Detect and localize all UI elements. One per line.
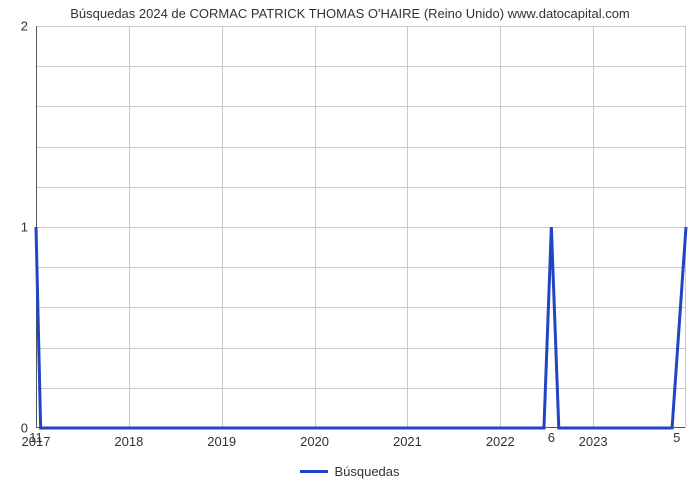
legend: Búsquedas: [0, 460, 700, 479]
chart-container: Búsquedas 2024 de CORMAC PATRICK THOMAS …: [0, 0, 700, 500]
data-annotation: 11: [29, 430, 43, 445]
data-annotation: 5: [673, 430, 680, 445]
legend-item-busquedas: Búsquedas: [300, 464, 399, 479]
x-tick-label: 2022: [486, 434, 515, 449]
x-tick-label: 2023: [579, 434, 608, 449]
y-tick-label: 1: [21, 220, 28, 235]
x-tick-label: 2019: [207, 434, 236, 449]
plot-area: 01220172018201920202021202220231165: [36, 26, 686, 428]
x-tick-label: 2020: [300, 434, 329, 449]
chart-title: Búsquedas 2024 de CORMAC PATRICK THOMAS …: [0, 6, 700, 21]
x-tick-label: 2018: [114, 434, 143, 449]
legend-swatch: [300, 470, 328, 473]
data-annotation: 6: [548, 430, 555, 445]
y-tick-label: 2: [21, 19, 28, 34]
legend-label: Búsquedas: [334, 464, 399, 479]
series-line: [36, 26, 686, 428]
x-tick-label: 2021: [393, 434, 422, 449]
